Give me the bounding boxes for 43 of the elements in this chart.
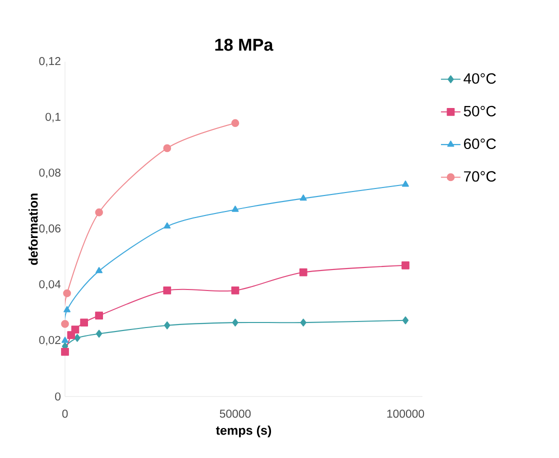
y-tick-label: 0,06 xyxy=(39,224,60,234)
point xyxy=(402,261,410,270)
point xyxy=(80,318,88,326)
point xyxy=(231,286,240,294)
y-tick-label: 0,04 xyxy=(39,280,61,290)
point xyxy=(164,321,170,330)
point xyxy=(402,316,409,324)
point xyxy=(74,334,80,342)
point xyxy=(232,206,239,212)
point xyxy=(63,289,71,298)
point xyxy=(64,306,71,312)
y-axis-title: deformation xyxy=(28,193,38,265)
point xyxy=(96,266,103,274)
point xyxy=(231,119,240,127)
legend-label: 70°C xyxy=(464,171,496,182)
y-tick-label: 0,02 xyxy=(39,336,60,346)
legend-label: 60°C xyxy=(464,138,496,149)
point xyxy=(164,222,171,228)
point xyxy=(96,330,102,338)
point xyxy=(402,180,409,187)
y-tick-label: 0,08 xyxy=(39,168,60,178)
point xyxy=(163,286,172,294)
legend-label: 50°C xyxy=(464,106,496,116)
legend-label: 40°C xyxy=(464,73,496,84)
point xyxy=(95,208,103,216)
y-tick-label: 0 xyxy=(55,392,61,400)
point xyxy=(95,312,103,320)
chart-title: 18 MPa xyxy=(215,38,274,51)
point xyxy=(61,320,69,328)
point xyxy=(299,268,308,276)
y-tick-label: 0,12 xyxy=(39,56,60,66)
point xyxy=(71,325,80,334)
x-tick-label: 50000 xyxy=(220,410,251,418)
point xyxy=(163,144,172,152)
point xyxy=(232,318,238,326)
x-axis-title: temps (s) xyxy=(216,425,272,438)
y-tick-label: 0,1 xyxy=(46,112,60,122)
x-tick-label: 0 xyxy=(62,410,68,418)
point xyxy=(300,318,306,326)
point xyxy=(62,336,68,343)
x-tick-label: 100000 xyxy=(387,410,424,418)
point xyxy=(61,348,69,356)
point xyxy=(300,194,307,201)
